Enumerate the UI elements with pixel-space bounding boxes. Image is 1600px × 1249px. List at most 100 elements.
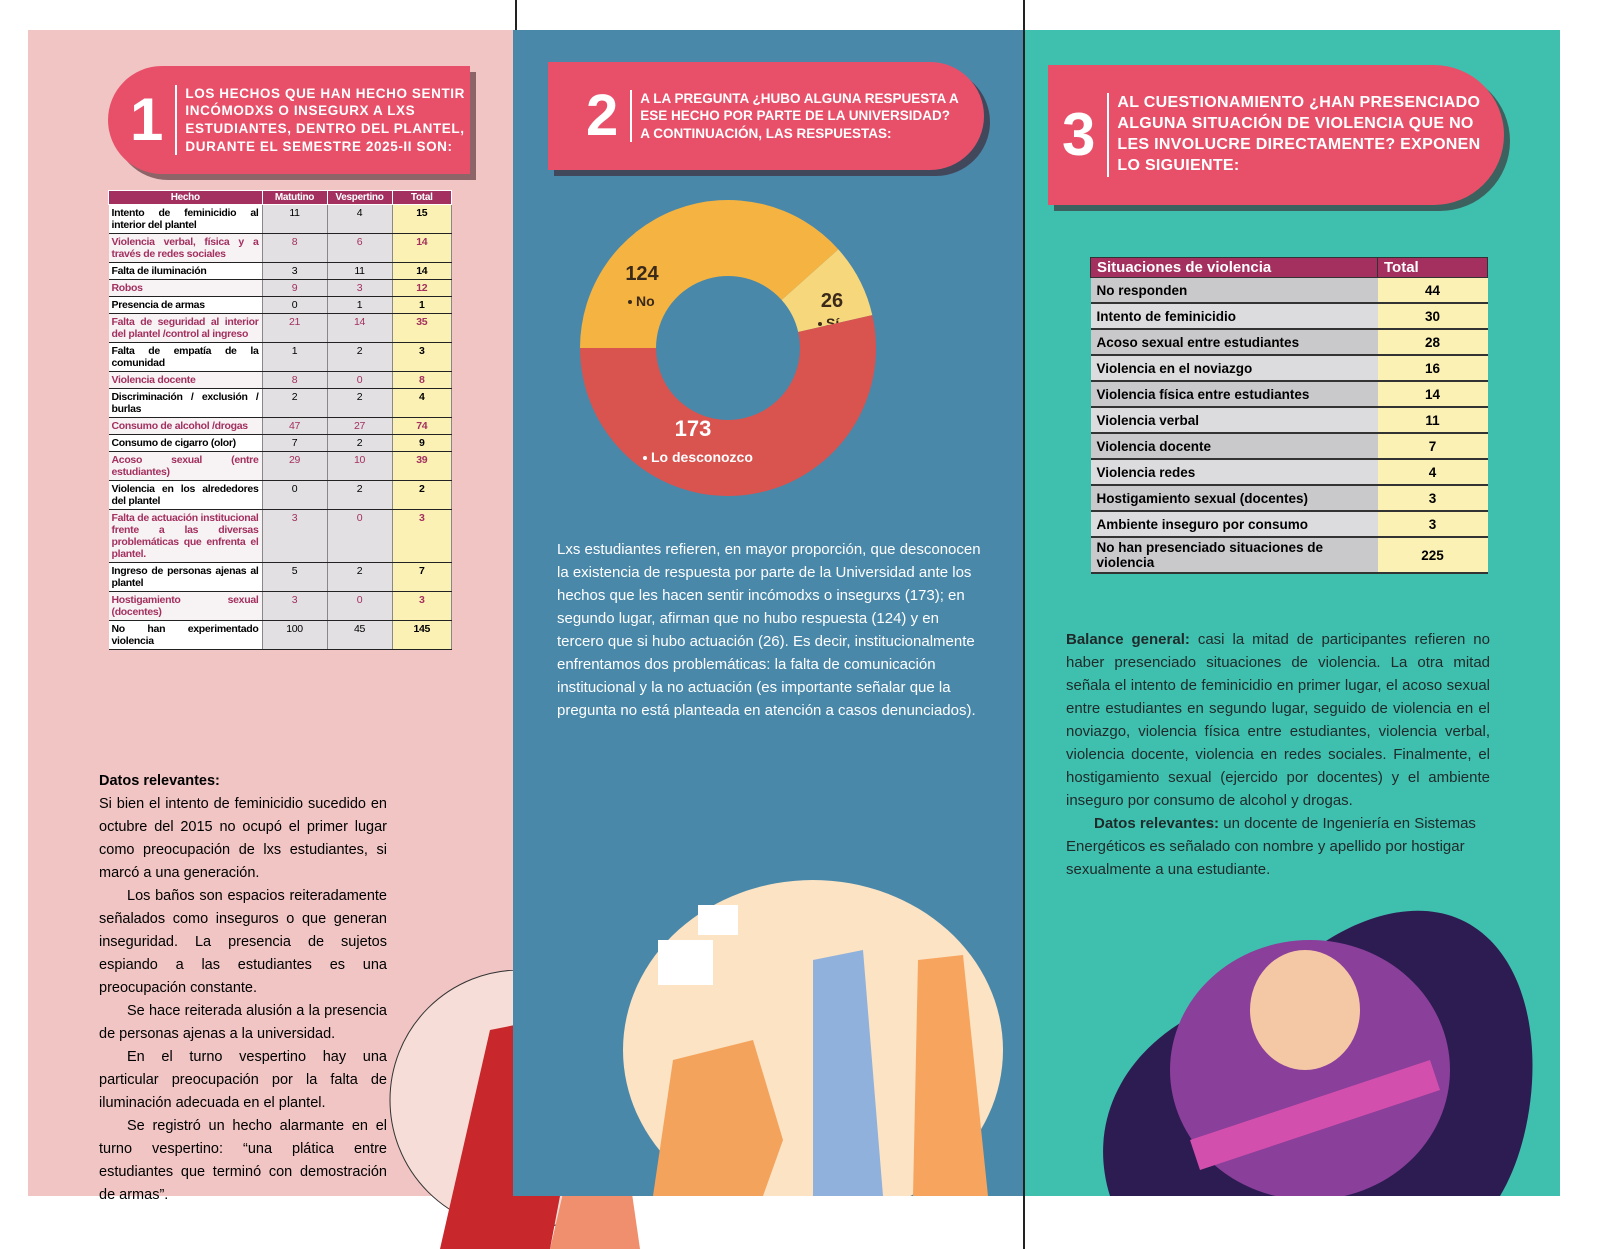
section-number: 2 (586, 83, 619, 148)
column-header: Total (391, 190, 452, 205)
row: Hostigamiento sexual (docentes) 3 0 3 (108, 591, 452, 621)
donut-slice (580, 199, 839, 348)
row: No han experimentado violencia 100 45 145 (108, 620, 452, 650)
row: Violencia docente 7 (1090, 433, 1488, 460)
cell: Robos (108, 279, 263, 297)
decor (813, 950, 883, 1196)
cell: Consumo de alcohol /drogas (108, 417, 263, 435)
cell: 3 (392, 591, 452, 621)
cell: 28 (1377, 329, 1488, 356)
row: Ingreso de personas ajenas al plantel 5 2 7 (108, 562, 452, 592)
row: Violencia en los alrededores del plantel… (108, 480, 452, 510)
paragraph: Se registró un hecho alarmante en el tur… (99, 1118, 387, 1203)
banner: 2 A LA PREGUNTA ¿HUBO ALGUNA RESPUESTA A… (548, 62, 984, 170)
cell: 2 (327, 434, 393, 452)
cell: 74 (392, 417, 452, 435)
bullet (628, 300, 632, 304)
row: Hostigamiento sexual (docentes) 3 (1090, 485, 1488, 512)
section-title: A LA PREGUNTA ¿HUBO ALGUNA RESPUESTA A E… (630, 89, 960, 143)
cell: Violencia física entre estudiantes (1090, 381, 1378, 408)
label: Datos relevantes: (1094, 815, 1220, 832)
cell: 7 (262, 434, 328, 452)
cell: 7 (392, 562, 452, 592)
section-number: 1 (130, 86, 164, 153)
section-title: LOS HECHOS QUE HAN HECHO SENTIR INCÓMODX… (175, 84, 470, 156)
cell: 2 (392, 480, 452, 510)
section-number: 3 (1062, 101, 1096, 168)
cell: 27 (327, 417, 393, 435)
cell: 8 (262, 371, 328, 389)
paragraph: Lxs estudiantes refieren, en mayor propo… (557, 541, 981, 719)
cell: Falta de actuación institucional frente … (108, 509, 263, 563)
cell: 44 (1377, 277, 1488, 304)
cell: 1 (327, 296, 393, 314)
value-label: 26 (821, 290, 843, 312)
cell: Ambiente inseguro por consumo (1090, 511, 1378, 538)
cell: 4 (1377, 459, 1488, 486)
paragraph: casi la mitad de participantes refieren … (1066, 631, 1490, 809)
cell: 2 (327, 562, 393, 592)
cell: 5 (262, 562, 328, 592)
column-header: Situaciones de violencia (1090, 257, 1378, 278)
cell: 3 (392, 509, 452, 563)
column-header: Vespertino (326, 190, 393, 205)
cell: 0 (327, 591, 393, 621)
row: Violencia verbal, física y a través de r… (108, 233, 452, 263)
separator (515, 0, 517, 30)
row: No han presenciado situaciones de violen… (1090, 537, 1488, 574)
cell: 1 (392, 296, 452, 314)
cell: 47 (262, 417, 328, 435)
cell: 35 (392, 313, 452, 343)
row: Ambiente inseguro por consumo 3 (1090, 511, 1488, 538)
banner: 3 AL CUESTIONAMIENTO ¿HAN PRESENCIADO AL… (1048, 65, 1504, 205)
cell: Acoso sexual (entre estudiantes) (108, 451, 263, 481)
cell: Falta de empatía de la comunidad (108, 342, 263, 372)
cell: 3 (392, 342, 452, 372)
bullet (643, 456, 647, 460)
cell: 3 (1377, 511, 1488, 538)
cell: 3 (262, 509, 328, 563)
donut-slice (580, 315, 876, 497)
balance: Balance general: casi la mitad de partic… (1066, 628, 1490, 881)
donut-slice (781, 249, 873, 333)
cell: No han presenciado situaciones de violen… (1090, 537, 1378, 574)
label: Balance general: (1066, 631, 1190, 648)
category-label: Lo desconozco (651, 449, 753, 465)
illustration (1103, 910, 1533, 1196)
cell: 14 (392, 262, 452, 280)
row: Acoso sexual entre estudiantes 28 (1090, 329, 1488, 356)
bullet (818, 322, 822, 326)
column-header: Hecho (108, 190, 263, 205)
cell: 3 (327, 279, 393, 297)
decor (1250, 950, 1360, 1070)
row: Consumo de alcohol /drogas 47 27 74 (108, 417, 452, 435)
cell: 11 (327, 262, 393, 280)
column-header: Matutino (261, 190, 328, 205)
row: Violencia física entre estudiantes 14 (1090, 381, 1488, 408)
banner: 1 LOS HECHOS QUE HAN HECHO SENTIR INCÓMO… (108, 66, 470, 174)
cell: 4 (392, 388, 452, 418)
row: Violencia verbal 11 (1090, 407, 1488, 434)
cell: 30 (1377, 303, 1488, 330)
paragraph: Se hace reiterada alusión a la presencia… (99, 1003, 387, 1042)
cell: 7 (1377, 433, 1488, 460)
cell: 11 (262, 204, 328, 234)
cell: Hostigamiento sexual (docentes) (108, 591, 263, 621)
cell: 6 (327, 233, 393, 263)
cell: Hostigamiento sexual (docentes) (1090, 485, 1378, 512)
cell: 3 (1377, 485, 1488, 512)
row: Consumo de cigarro (olor) 7 2 9 (108, 434, 452, 452)
cell: No responden (1090, 277, 1378, 304)
cell: Intento de feminicidio al interior del p… (108, 204, 263, 234)
cell: 9 (392, 434, 452, 452)
cell: 14 (392, 233, 452, 263)
cell: Violencia redes (1090, 459, 1378, 486)
decor (913, 955, 988, 1196)
row: Falta de seguridad al interior del plant… (108, 313, 452, 343)
row: No responden 44 (1090, 277, 1488, 304)
cell: Violencia en los alrededores del plantel (108, 480, 263, 510)
cell: No han experimentado violencia (108, 620, 263, 650)
row: Intento de feminicidio al interior del p… (108, 204, 452, 234)
row: Falta de actuación institucional frente … (108, 509, 452, 563)
